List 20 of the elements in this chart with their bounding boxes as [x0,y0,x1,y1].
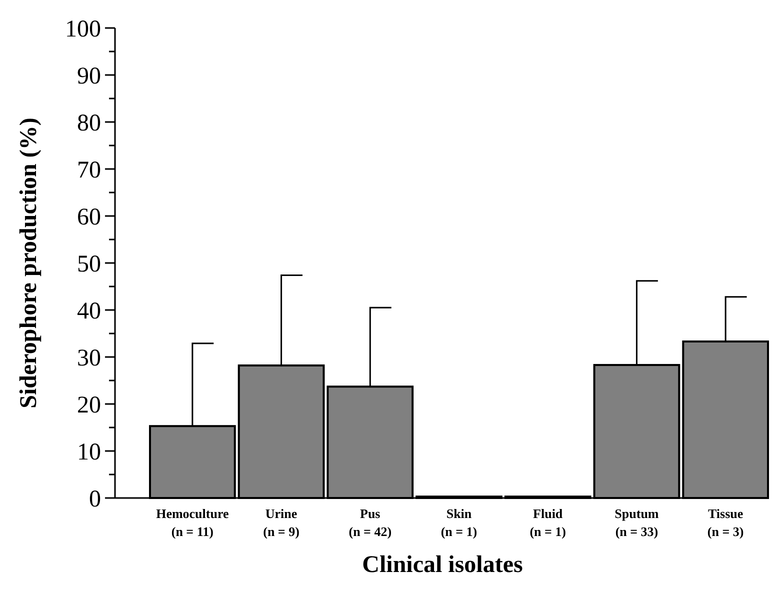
x-tick-label: Pus (n = 42) [348,506,392,539]
x-axis-title: Clinical isolates [362,552,523,578]
x-tick-label: Sputum (n = 33) [614,506,659,539]
y-tick-label: 50 [77,251,101,278]
x-tick-label: Urine (n = 9) [263,506,300,539]
y-axis-title: Siderophore production (%) [16,118,42,408]
x-tick-label: Tissue (n = 3) [707,506,744,539]
y-tick-label: 60 [77,204,101,230]
y-tick-label: 100 [65,16,101,42]
y-tick-label: 40 [77,298,101,324]
y-tick-label: 70 [77,157,101,184]
y-tick-label: 30 [77,345,101,372]
x-tick-label: Skin (n = 1) [440,506,478,539]
x-tick-label: Fluid (n = 1) [530,506,566,539]
y-tick-label: 80 [77,110,101,136]
y-tick-label: 0 [89,486,101,512]
y-tick-label: 10 [77,439,101,466]
y-tick-label: 90 [77,63,101,90]
y-tick-label: 20 [77,392,101,418]
x-tick-label: Hemoculture (n = 11) [156,506,229,539]
